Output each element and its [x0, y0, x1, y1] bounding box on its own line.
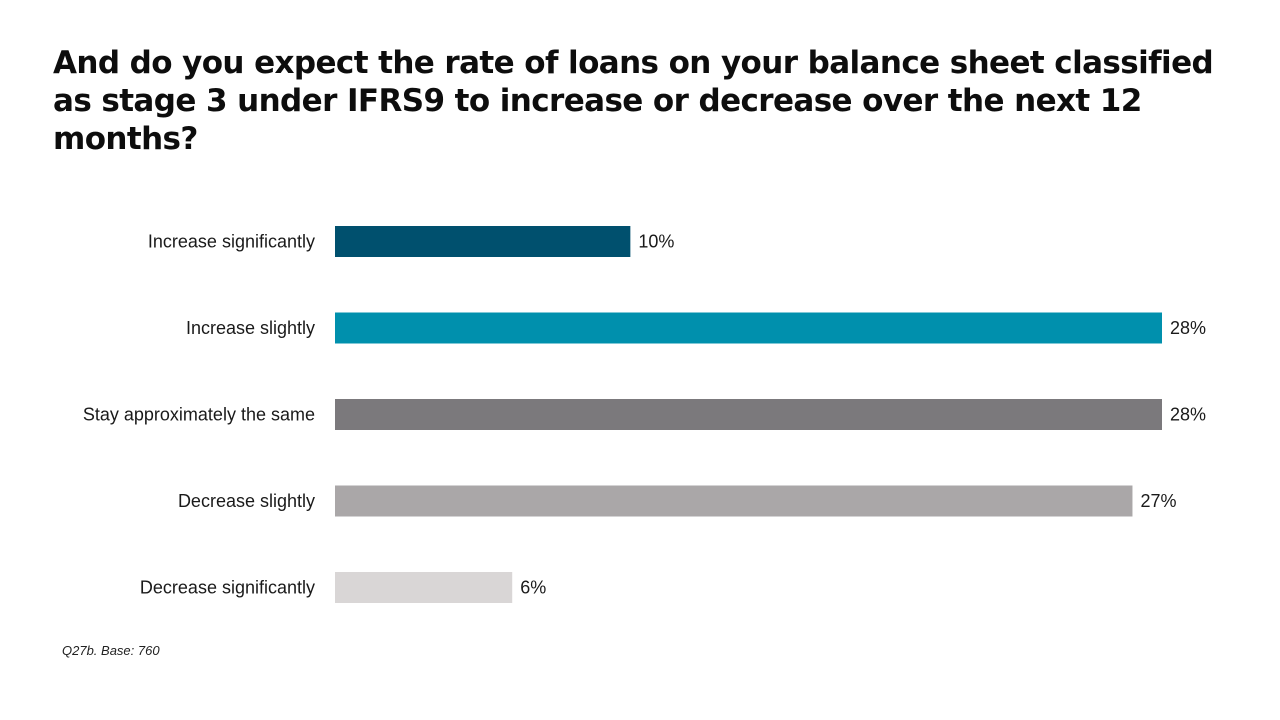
value-label: 28% — [1170, 318, 1206, 338]
category-label: Increase slightly — [186, 318, 315, 338]
bar — [335, 312, 1162, 344]
value-label: 27% — [1140, 491, 1176, 511]
footnote: Q27b. Base: 760 — [62, 643, 160, 658]
value-label: 6% — [520, 578, 546, 598]
category-label: Increase significantly — [148, 232, 315, 252]
value-label: 10% — [638, 232, 674, 252]
bar — [335, 399, 1162, 430]
value-label: 28% — [1170, 405, 1206, 425]
category-label: Stay approximately the same — [83, 405, 315, 425]
category-label: Decrease slightly — [178, 491, 315, 511]
chart-title: And do you expect the rate of loans on y… — [53, 45, 1214, 157]
bar — [335, 572, 513, 603]
bar — [335, 485, 1133, 517]
category-label: Decrease significantly — [140, 578, 315, 598]
bar — [335, 226, 631, 257]
